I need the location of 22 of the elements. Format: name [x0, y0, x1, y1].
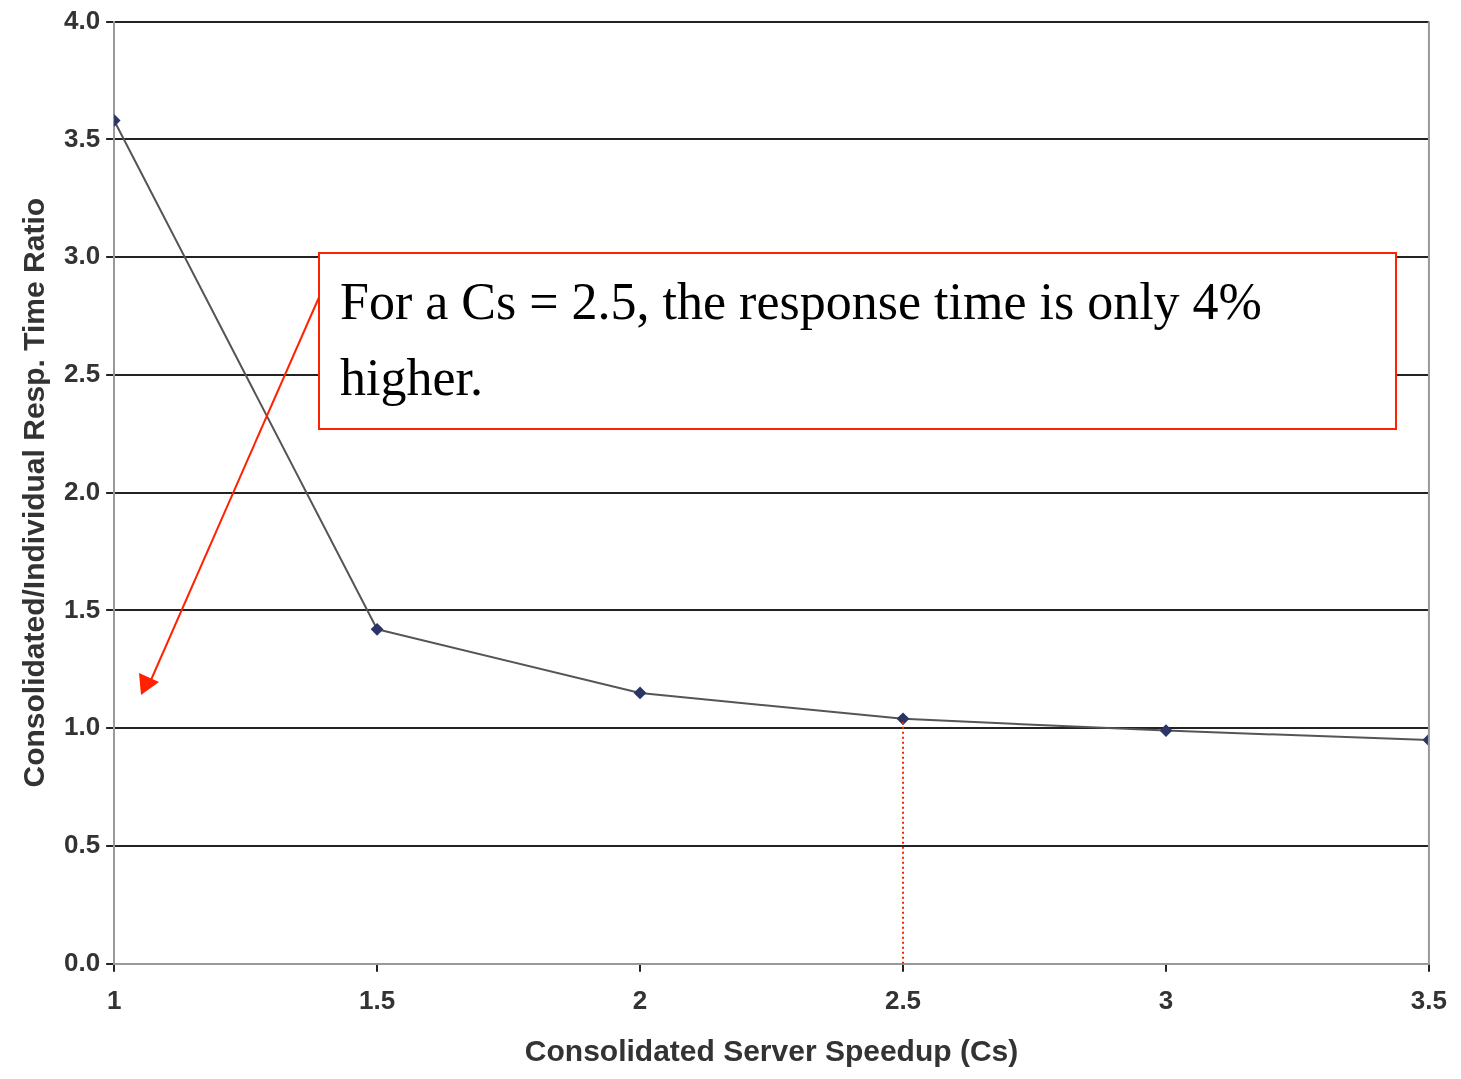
x-tick-label: 2 [632, 984, 648, 1015]
y-tick-label: 3.0 [63, 240, 101, 271]
point [371, 623, 384, 636]
y-tick-label: 1.0 [63, 711, 101, 742]
point [634, 686, 647, 699]
point [897, 712, 910, 725]
point [1159, 724, 1172, 737]
x-tick-label: 2.5 [884, 984, 922, 1015]
y-tick-label: 4.0 [63, 4, 101, 35]
x-tick-label: 1 [106, 984, 122, 1015]
y-tick-label: 0.5 [63, 829, 101, 860]
x-tick-label: 1.5 [359, 984, 396, 1015]
y-tick-label: 3.5 [63, 122, 101, 153]
y-axis-title: Consolidated/Individual Resp. Time Ratio [17, 197, 51, 788]
y-tick-label: 2.5 [63, 358, 101, 389]
y-tick-label: 1.5 [63, 593, 101, 624]
x-tick-label: 3.5 [1410, 984, 1448, 1015]
annotation: For a Cs = 2.5, the response time is only 4% higher. [318, 252, 1397, 430]
x-axis-title: Consolidated Server Speedup (Cs) [524, 1034, 1019, 1068]
y-tick-label: 2.0 [63, 475, 101, 506]
y-tick-label: 0.0 [63, 946, 101, 977]
x-tick-label: 3 [1158, 984, 1174, 1015]
